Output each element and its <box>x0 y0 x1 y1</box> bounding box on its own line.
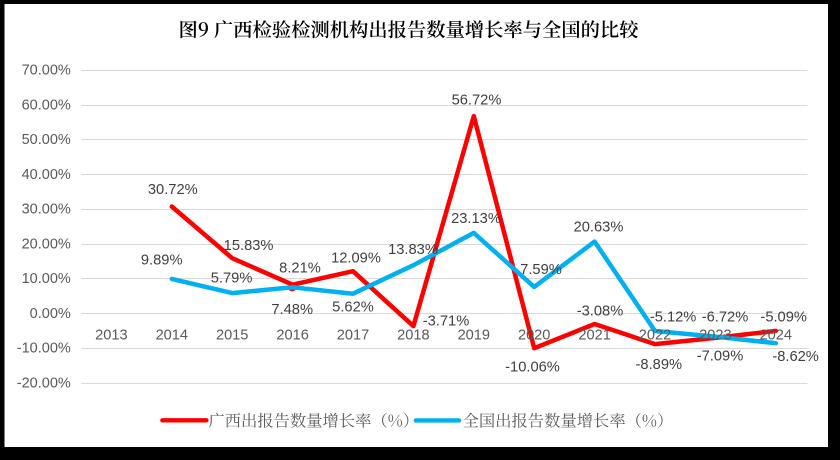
svg-text:30.00%: 30.00% <box>22 202 71 218</box>
svg-text:2021: 2021 <box>578 328 610 344</box>
svg-text:20.00%: 20.00% <box>22 236 71 252</box>
svg-text:2018: 2018 <box>397 328 429 344</box>
svg-text:12.09%: 12.09% <box>331 251 381 267</box>
svg-text:2016: 2016 <box>276 328 308 344</box>
svg-text:30.72%: 30.72% <box>148 182 198 198</box>
svg-text:2014: 2014 <box>156 328 188 344</box>
svg-text:-10.00%: -10.00% <box>17 341 71 357</box>
svg-text:13.83%: 13.83% <box>388 242 438 258</box>
svg-text:2015: 2015 <box>216 328 248 344</box>
svg-text:50.00%: 50.00% <box>22 132 71 148</box>
svg-text:-5.09%: -5.09% <box>760 310 807 326</box>
svg-text:56.72%: 56.72% <box>452 93 502 109</box>
svg-text:-20.00%: -20.00% <box>17 375 71 391</box>
svg-text:-5.12%: -5.12% <box>650 310 697 326</box>
svg-text:-8.62%: -8.62% <box>772 349 819 365</box>
svg-text:-3.08%: -3.08% <box>577 303 624 319</box>
svg-text:7.48%: 7.48% <box>271 302 313 318</box>
svg-text:8.21%: 8.21% <box>279 261 321 277</box>
svg-text:60.00%: 60.00% <box>22 97 71 113</box>
svg-text:2020: 2020 <box>518 328 550 344</box>
svg-text:2024: 2024 <box>760 328 792 344</box>
svg-text:2022: 2022 <box>639 328 671 344</box>
svg-text:-8.89%: -8.89% <box>636 357 683 373</box>
svg-text:7.59%: 7.59% <box>520 262 562 278</box>
svg-text:2019: 2019 <box>458 328 490 344</box>
svg-text:2017: 2017 <box>337 328 369 344</box>
svg-text:2013: 2013 <box>95 328 127 344</box>
svg-text:0.00%: 0.00% <box>30 306 71 322</box>
svg-text:9.89%: 9.89% <box>141 252 183 268</box>
svg-text:2023: 2023 <box>699 328 731 344</box>
svg-text:40.00%: 40.00% <box>22 167 71 183</box>
svg-text:-6.72%: -6.72% <box>702 310 749 326</box>
svg-text:10.00%: 10.00% <box>22 271 71 287</box>
svg-text:5.79%: 5.79% <box>211 271 253 287</box>
svg-text:-10.06%: -10.06% <box>505 359 560 375</box>
svg-text:20.63%: 20.63% <box>574 219 624 235</box>
svg-text:5.62%: 5.62% <box>332 299 374 315</box>
svg-text:15.83%: 15.83% <box>224 238 274 254</box>
svg-text:-7.09%: -7.09% <box>697 348 744 364</box>
svg-text:23.13%: 23.13% <box>451 211 501 227</box>
svg-text:-3.71%: -3.71% <box>423 313 470 329</box>
svg-text:70.00%: 70.00% <box>22 63 71 79</box>
